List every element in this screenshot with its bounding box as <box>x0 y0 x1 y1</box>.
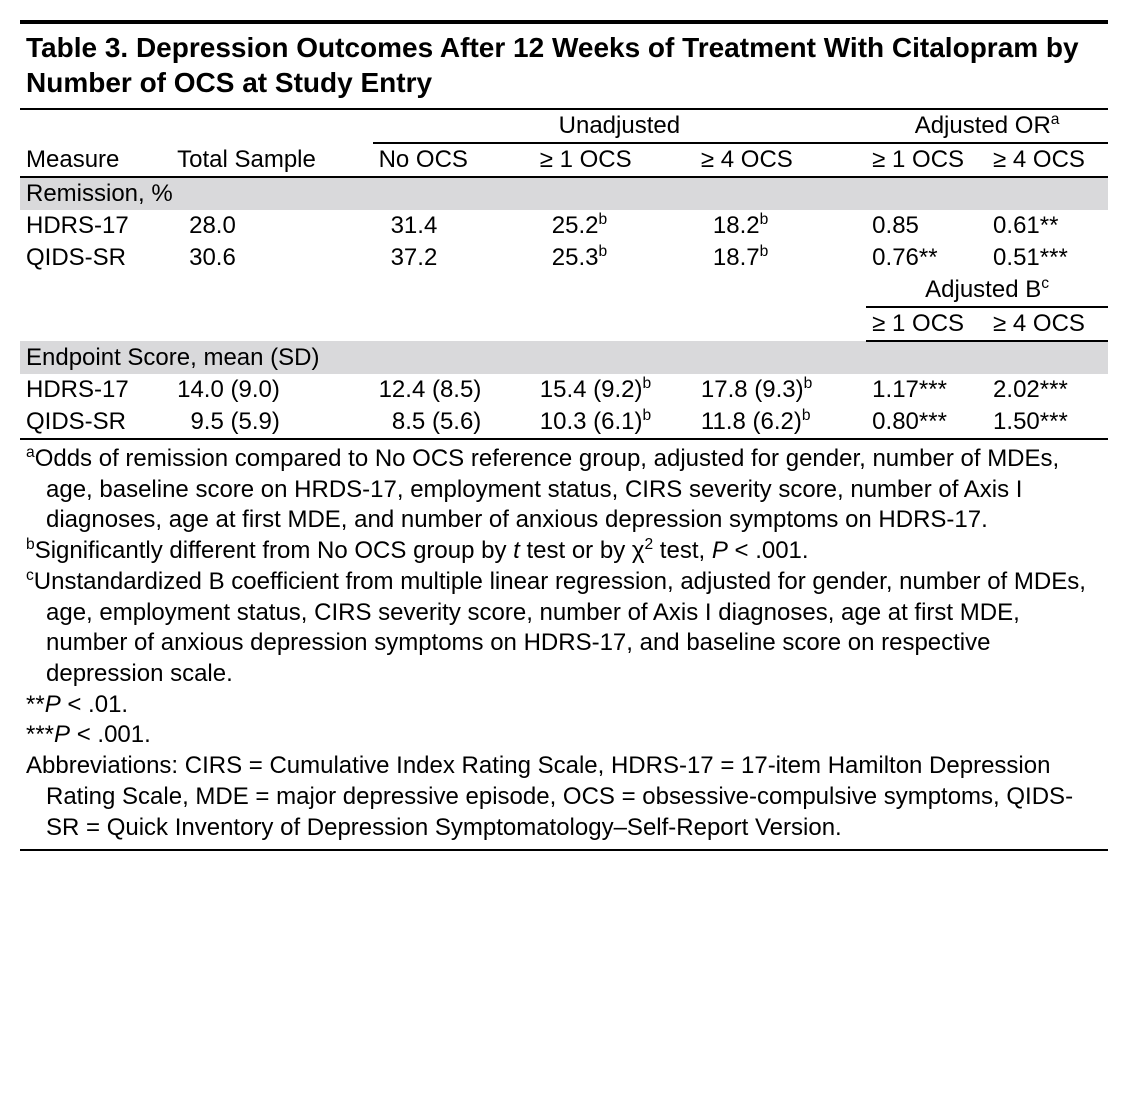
spanner-adjusted-b: Adjusted Bc <box>866 274 1108 307</box>
cell-ge1: 15.4 (9.2)b <box>534 374 695 406</box>
cell-measure: QIDS-SR <box>20 242 171 274</box>
cell-noocs: 12.4 (8.5) <box>373 374 534 406</box>
sup-c: c <box>1041 275 1049 292</box>
cell-total: 30.6 <box>171 242 372 274</box>
cell-ge4: 11.8 (6.2)b <box>695 406 866 438</box>
cell-noocs: 37.2 <box>373 242 534 274</box>
footnote-c: cUnstandardized B coefficient from multi… <box>26 567 1102 690</box>
col-adj-ge4: ≥ 4 OCS <box>987 143 1108 177</box>
section-endpoint-label: Endpoint Score, mean (SD) <box>20 341 1108 374</box>
col-adj-ge1-b: ≥ 1 OCS <box>866 307 987 341</box>
cell-ge1: 10.3 (6.1)b <box>534 406 695 438</box>
col-measure: Measure <box>20 143 171 177</box>
cell-adj-ge1: 1.17*** <box>866 374 987 406</box>
cell-adj-ge4: 1.50*** <box>987 406 1108 438</box>
col-adj-ge4-b: ≥ 4 OCS <box>987 307 1108 341</box>
cell-ge4: 18.2b <box>695 210 866 242</box>
section-remission: Remission, % <box>20 177 1108 210</box>
col-adj-ge1: ≥ 1 OCS <box>866 143 987 177</box>
cell-total: 28.0 <box>171 210 372 242</box>
footnote-abbrev: Abbreviations: CIRS = Cumulative Index R… <box>26 751 1102 843</box>
col-no-ocs: No OCS <box>373 143 534 177</box>
cell-adj-ge1: 0.76** <box>866 242 987 274</box>
sup-a: a <box>1051 111 1060 128</box>
header-spanner-row: Unadjusted Adjusted ORa <box>20 110 1108 143</box>
cell-adj-ge1: 0.85 <box>866 210 987 242</box>
cell-ge4: 17.8 (9.3)b <box>695 374 866 406</box>
spanner-adjusted-or-text: Adjusted OR <box>915 112 1051 139</box>
footnote-p001: ***P < .001. <box>26 720 1102 751</box>
header-spanner-row-2: Adjusted Bc <box>20 274 1108 307</box>
cell-adj-ge4: 2.02*** <box>987 374 1108 406</box>
outcomes-table: Unadjusted Adjusted ORa Measure Total Sa… <box>20 110 1108 438</box>
cell-ge1: 25.2b <box>534 210 695 242</box>
header-row-2: ≥ 1 OCS ≥ 4 OCS <box>20 307 1108 341</box>
table-3: Table 3. Depression Outcomes After 12 We… <box>20 20 1108 851</box>
cell-adj-ge1: 0.80*** <box>866 406 987 438</box>
table-row: HDRS-17 28.0 31.4 25.2b 18.2b 0.85 0.61*… <box>20 210 1108 242</box>
section-remission-label: Remission, % <box>20 177 1108 210</box>
cell-total: 9.5 (5.9) <box>171 406 372 438</box>
table-row: HDRS-17 14.0 (9.0) 12.4 (8.5) 15.4 (9.2)… <box>20 374 1108 406</box>
footnotes: aOdds of remission compared to No OCS re… <box>20 438 1108 849</box>
col-total-sample: Total Sample <box>171 143 372 177</box>
cell-noocs: 8.5 (5.6) <box>373 406 534 438</box>
cell-adj-ge4: 0.51*** <box>987 242 1108 274</box>
section-endpoint: Endpoint Score, mean (SD) <box>20 341 1108 374</box>
header-row: Measure Total Sample No OCS ≥ 1 OCS ≥ 4 … <box>20 143 1108 177</box>
spanner-adjusted-b-text: Adjusted B <box>925 276 1041 303</box>
footnote-b: bSignificantly different from No OCS gro… <box>26 536 1102 567</box>
footnote-a: aOdds of remission compared to No OCS re… <box>26 444 1102 536</box>
spanner-adjusted-or: Adjusted ORa <box>866 110 1108 143</box>
cell-measure: HDRS-17 <box>20 374 171 406</box>
footnote-p01: **P < .01. <box>26 690 1102 721</box>
cell-total: 14.0 (9.0) <box>171 374 372 406</box>
cell-measure: HDRS-17 <box>20 210 171 242</box>
cell-adj-ge4: 0.61** <box>987 210 1108 242</box>
table-row: QIDS-SR 9.5 (5.9) 8.5 (5.6) 10.3 (6.1)b … <box>20 406 1108 438</box>
col-ge4-ocs: ≥ 4 OCS <box>695 143 866 177</box>
table-row: QIDS-SR 30.6 37.2 25.3b 18.7b 0.76** 0.5… <box>20 242 1108 274</box>
cell-measure: QIDS-SR <box>20 406 171 438</box>
cell-ge4: 18.7b <box>695 242 866 274</box>
cell-noocs: 31.4 <box>373 210 534 242</box>
col-ge1-ocs: ≥ 1 OCS <box>534 143 695 177</box>
spanner-unadjusted: Unadjusted <box>373 110 867 143</box>
cell-ge1: 25.3b <box>534 242 695 274</box>
table-title: Table 3. Depression Outcomes After 12 We… <box>20 24 1108 110</box>
